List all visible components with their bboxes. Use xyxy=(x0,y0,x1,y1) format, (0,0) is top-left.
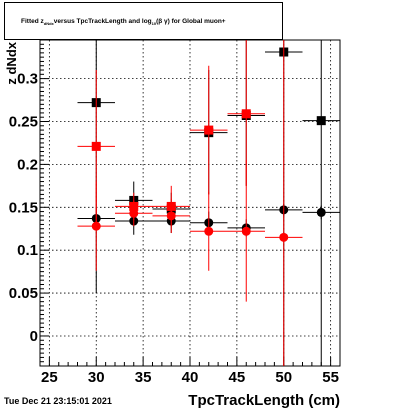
y-tick-label: 0 xyxy=(30,328,38,345)
x-tick-label: 50 xyxy=(275,369,292,386)
data-point-square xyxy=(91,141,101,151)
data-point-circle xyxy=(204,226,214,236)
title-subscript: dNdx xyxy=(43,20,54,26)
y-tick-label: 0.05 xyxy=(9,285,38,302)
data-point-circle xyxy=(241,226,251,236)
y-tick-label: 0.25 xyxy=(9,114,38,131)
timestamp: Tue Dec 21 23:15:01 2021 xyxy=(4,396,112,406)
data-point-circle xyxy=(129,208,139,218)
data-point-square xyxy=(241,109,251,119)
x-tick-label: 25 xyxy=(41,369,58,386)
x-tick-label: 55 xyxy=(322,369,339,386)
title-prefix: Fitted z xyxy=(21,17,44,25)
title-log-subscript: 10 xyxy=(151,20,157,26)
y-tick-label: 0.2 xyxy=(17,156,38,173)
data-point-square xyxy=(204,125,214,135)
y-tick-label: 0.3 xyxy=(17,71,38,88)
x-axis-title: TpcTrackLength (cm) xyxy=(188,392,340,409)
x-tick-label: 45 xyxy=(229,369,246,386)
data-point-circle xyxy=(279,232,289,242)
x-tick-label: 35 xyxy=(135,369,152,386)
x-tick-label: 40 xyxy=(182,369,199,386)
data-point-circle xyxy=(316,207,326,217)
title-suffix: (β γ) for Global muon+ xyxy=(156,17,226,25)
data-point-circle xyxy=(166,211,176,221)
y-tick-label: 0.15 xyxy=(9,199,38,216)
y-axis-title: z dNdx xyxy=(4,41,19,84)
title-middle: versus TpcTrackLength and log xyxy=(53,17,152,25)
y-tick-label: 0.1 xyxy=(17,242,38,259)
title-box: Fitted z dNdx versus TpcTrackLength and … xyxy=(4,2,283,40)
data-point-square xyxy=(316,116,326,126)
x-tick-label: 30 xyxy=(88,369,105,386)
data-point-circle xyxy=(91,221,101,231)
